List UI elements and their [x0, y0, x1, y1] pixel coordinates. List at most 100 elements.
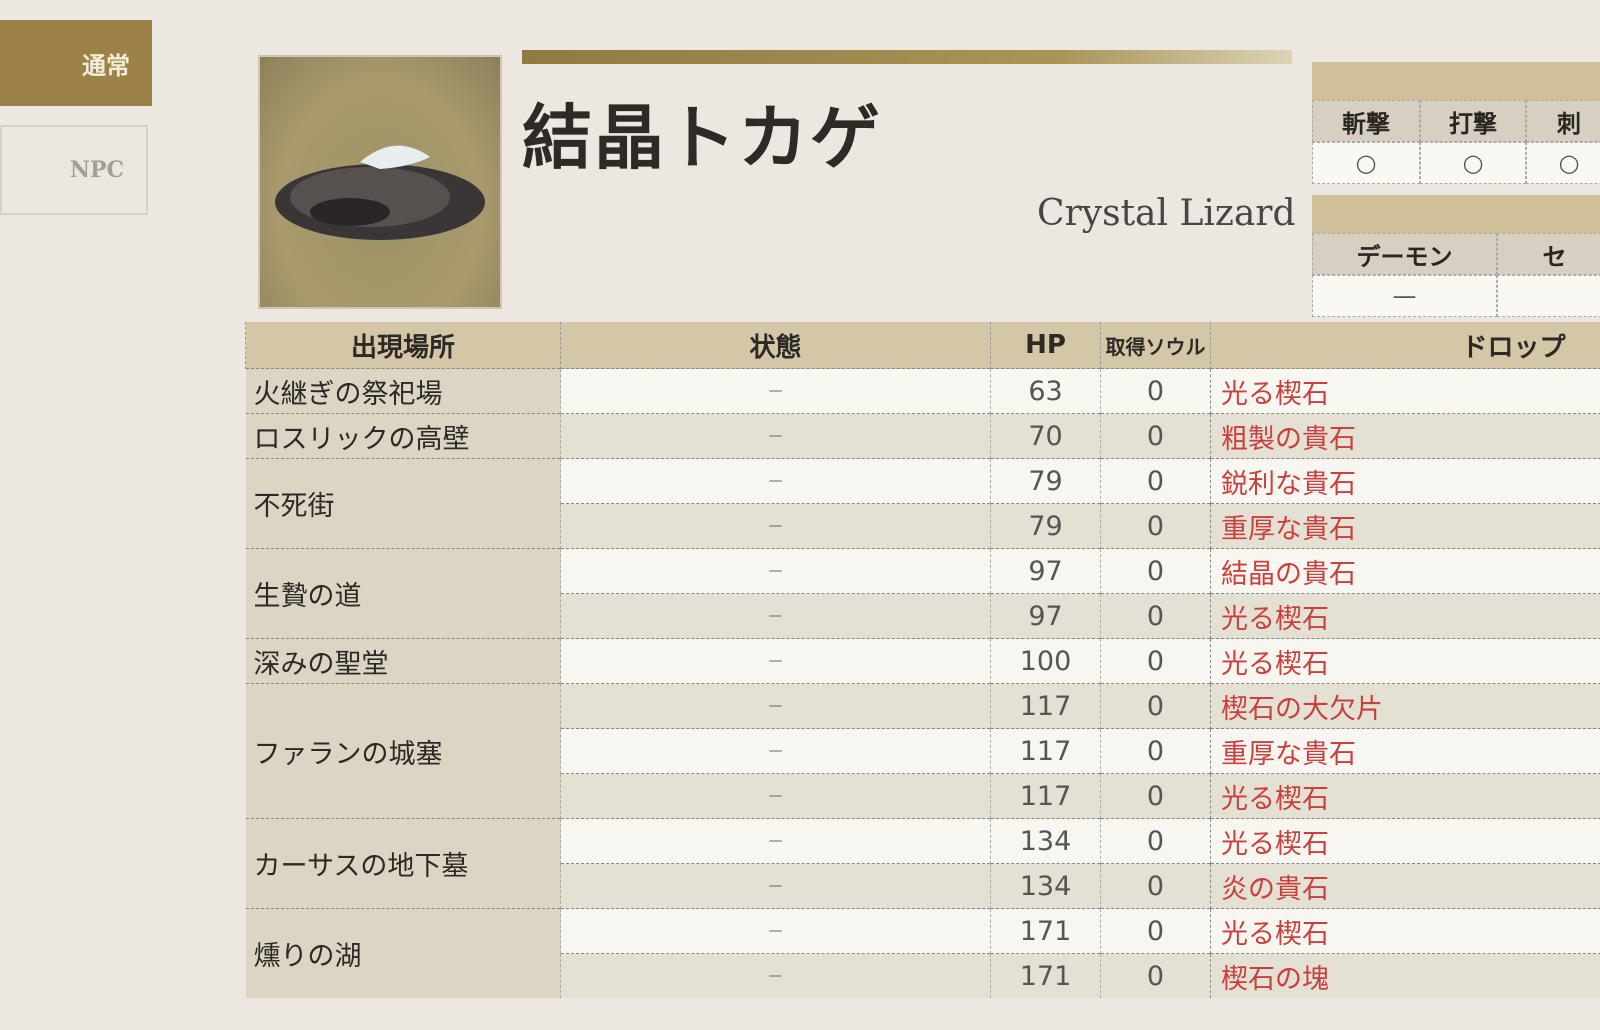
header-next: セ: [1497, 233, 1600, 275]
tab-npc[interactable]: NPC: [0, 125, 148, 215]
drop-cell: 粗製の貴石: [1210, 413, 1600, 459]
table-row: 生贄の道 —97 0 結晶の貴石: [245, 548, 1600, 639]
hp-cell: 70: [990, 413, 1101, 459]
hp-cell: 63: [990, 368, 1101, 414]
enemy-portrait: [258, 55, 502, 309]
status-cell: —: [560, 773, 991, 819]
souls-cell: 0: [1100, 458, 1211, 504]
table-body: 火継ぎの祭祀場 —63 0 光る楔石 ロスリックの高壁 —70 0 粗製の貴石 不死街 —79 0 鋭…: [245, 368, 1600, 998]
drop-cell: 重厚な貴石: [1210, 503, 1600, 549]
value-slash: ○: [1312, 142, 1420, 184]
table-row: 燻りの湖 —171 0 光る楔石: [245, 908, 1600, 998]
drop-cell: 楔石の塊: [1210, 953, 1600, 998]
location-cell: 火継ぎの祭祀場: [245, 368, 561, 414]
header-status: 状態: [560, 322, 991, 369]
drop-cell: 結晶の貴石: [1210, 548, 1600, 594]
souls-cell: 0: [1100, 818, 1211, 864]
status-cell: —: [560, 638, 991, 684]
souls-cell: 0: [1100, 728, 1211, 774]
souls-cell: 0: [1100, 683, 1211, 729]
hp-cell: 117: [990, 773, 1101, 819]
header-hp: HP: [990, 322, 1101, 369]
hp-cell: 117: [990, 683, 1101, 729]
value-next: [1497, 275, 1600, 317]
location-cell: 燻りの湖: [245, 908, 561, 998]
table-row: —117 0 重厚な貴石: [246, 728, 1600, 774]
status-cell: —: [560, 503, 991, 549]
table-row: 火継ぎの祭祀場 —63 0 光る楔石: [245, 368, 1600, 414]
drop-cell: 光る楔石: [1210, 368, 1600, 414]
hp-cell: 97: [990, 593, 1101, 639]
drop-cell: 光る楔石: [1210, 593, 1600, 639]
header-location: 出現場所: [245, 322, 561, 369]
souls-cell: 0: [1100, 863, 1211, 909]
location-cell: ファランの城塞: [245, 683, 561, 819]
hp-cell: 117: [990, 728, 1101, 774]
table-row: —171 0 楔石の塊: [246, 953, 1600, 998]
table-row: ロスリックの高壁 —70 0 粗製の貴石: [245, 413, 1600, 459]
table-row: 深みの聖堂 —100 0 光る楔石: [245, 638, 1600, 684]
table-row: ファランの城塞 —117 0 楔石の大欠片: [245, 683, 1600, 819]
attack-type-panel: 斬撃 打撃 刺 ○ ○ ○: [1312, 62, 1600, 184]
location-cell: カーサスの地下墓: [245, 818, 561, 909]
enemy-name-ja: 結晶トカゲ: [522, 96, 882, 179]
table-row: カーサスの地下墓 —134 0 光る楔石: [245, 818, 1600, 909]
souls-cell: 0: [1100, 413, 1211, 459]
value-strike: ○: [1420, 142, 1526, 184]
drop-cell: 炎の貴石: [1210, 863, 1600, 909]
souls-cell: 0: [1100, 638, 1211, 684]
table-row: —134 0 炎の貴石: [246, 863, 1600, 909]
location-cell: 不死街: [245, 458, 561, 549]
status-cell: —: [560, 953, 991, 998]
status-cell: —: [560, 863, 991, 909]
status-cell: —: [560, 368, 991, 414]
hp-cell: 79: [990, 503, 1101, 549]
hp-cell: 171: [990, 908, 1101, 954]
souls-cell: 0: [1100, 773, 1211, 819]
souls-cell: 0: [1100, 503, 1211, 549]
drop-cell: 光る楔石: [1210, 773, 1600, 819]
value-demon: —: [1312, 275, 1497, 317]
header-rule: [522, 50, 1292, 64]
spawn-table: 出現場所 状態 HP 取得ソウル ドロップ 火継ぎの祭祀場 —63 0 光る楔石 ロスリ…: [245, 322, 1600, 998]
header-drop: ドロップ: [1210, 322, 1600, 369]
status-cell: —: [560, 458, 991, 504]
status-cell: —: [560, 728, 991, 774]
crystal-lizard-image: [275, 145, 485, 240]
drop-cell: 光る楔石: [1210, 908, 1600, 954]
tab-normal[interactable]: 通常: [0, 20, 152, 106]
location-cell: 生贄の道: [245, 548, 561, 639]
drop-cell: 重厚な貴石: [1210, 728, 1600, 774]
status-cell: —: [560, 818, 991, 864]
souls-cell: 0: [1100, 548, 1211, 594]
hp-cell: 171: [990, 953, 1101, 998]
header-strike: 打撃: [1420, 100, 1526, 142]
drop-cell: 光る楔石: [1210, 818, 1600, 864]
hp-cell: 79: [990, 458, 1101, 504]
table-row: 不死街 —79 0 鋭利な貴石: [245, 458, 1600, 549]
souls-cell: 0: [1100, 368, 1211, 414]
status-cell: —: [560, 593, 991, 639]
souls-cell: 0: [1100, 908, 1211, 954]
hp-cell: 100: [990, 638, 1101, 684]
table-row: —117 0 光る楔石: [246, 773, 1600, 819]
type-panel: デーモン セ —: [1312, 195, 1600, 317]
status-cell: —: [560, 683, 991, 729]
header-souls: 取得ソウル: [1100, 322, 1211, 369]
drop-cell: 楔石の大欠片: [1210, 683, 1600, 729]
drop-cell: 鋭利な貴石: [1210, 458, 1600, 504]
souls-cell: 0: [1100, 593, 1211, 639]
hp-cell: 97: [990, 548, 1101, 594]
header-demon: デーモン: [1312, 233, 1497, 275]
value-thrust: ○: [1526, 142, 1600, 184]
location-cell: 深みの聖堂: [245, 638, 561, 684]
drop-cell: 光る楔石: [1210, 638, 1600, 684]
status-cell: —: [560, 413, 991, 459]
status-cell: —: [560, 908, 991, 954]
header-slash: 斬撃: [1312, 100, 1420, 142]
location-cell: ロスリックの高壁: [245, 413, 561, 459]
table-header: 出現場所 状態 HP 取得ソウル ドロップ: [245, 322, 1600, 369]
header-thrust: 刺: [1526, 100, 1600, 142]
table-row: —79 0 重厚な貴石: [246, 503, 1600, 549]
enemy-name-en: Crystal Lizard: [1037, 193, 1296, 234]
